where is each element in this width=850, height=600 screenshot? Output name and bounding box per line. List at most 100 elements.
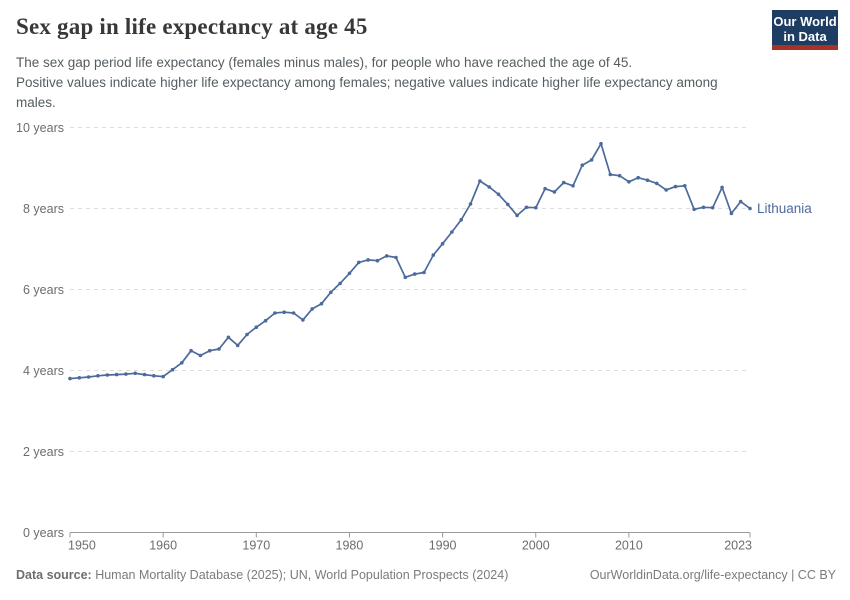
- data-point[interactable]: [347, 271, 352, 276]
- data-point[interactable]: [226, 335, 231, 340]
- x-tick-label: 2010: [615, 539, 643, 553]
- subtitle-line-1: The sex gap period life expectancy (fema…: [16, 55, 633, 70]
- data-point[interactable]: [673, 184, 678, 189]
- data-point[interactable]: [366, 258, 370, 262]
- data-point[interactable]: [645, 178, 650, 182]
- data-point[interactable]: [468, 202, 473, 206]
- data-point[interactable]: [207, 348, 212, 353]
- data-points: [68, 141, 752, 381]
- data-point[interactable]: [254, 325, 259, 329]
- data-point[interactable]: [506, 202, 510, 207]
- data-point[interactable]: [217, 347, 221, 351]
- data-point[interactable]: [431, 253, 436, 257]
- data-point[interactable]: [543, 186, 547, 191]
- data-point[interactable]: [701, 205, 706, 210]
- data-point[interactable]: [375, 258, 380, 263]
- data-point[interactable]: [329, 290, 333, 295]
- data-point[interactable]: [617, 173, 622, 178]
- data-point[interactable]: [515, 213, 519, 218]
- data-point[interactable]: [580, 163, 585, 167]
- data-point[interactable]: [235, 343, 240, 348]
- y-tick-label: 0 years: [23, 526, 64, 540]
- data-point[interactable]: [105, 373, 110, 377]
- subtitle-line-2: Positive values indicate higher life exp…: [16, 75, 718, 110]
- data-point[interactable]: [561, 180, 566, 185]
- x-tick-label: 1980: [336, 539, 364, 553]
- data-point[interactable]: [655, 181, 659, 186]
- x-tick-label: 1970: [242, 539, 270, 553]
- data-point[interactable]: [161, 374, 165, 379]
- data-point[interactable]: [96, 374, 100, 378]
- data-point[interactable]: [77, 376, 82, 380]
- data-point[interactable]: [412, 272, 417, 276]
- data-point[interactable]: [180, 361, 184, 365]
- data-point[interactable]: [357, 260, 361, 265]
- data-point[interactable]: [114, 372, 119, 377]
- data-point[interactable]: [170, 367, 175, 372]
- data-point[interactable]: [394, 255, 398, 260]
- data-point[interactable]: [748, 206, 752, 211]
- owid-logo: Our World in Data: [772, 10, 838, 50]
- data-source: Data source: Human Mortality Database (2…: [16, 568, 508, 582]
- data-point[interactable]: [124, 372, 128, 376]
- y-axis: 0 years 2 years 4 years 6 years 8 years 10 ye…: [16, 121, 750, 540]
- data-point[interactable]: [478, 179, 482, 183]
- chart-footer: Data source: Human Mortality Database (2…: [16, 568, 836, 582]
- data-point[interactable]: [282, 310, 287, 314]
- data-point[interactable]: [738, 199, 743, 204]
- y-tick-label: 6 years: [23, 283, 64, 297]
- data-point[interactable]: [636, 175, 640, 180]
- attribution-link[interactable]: OurWorldinData.org/life-expectancy | CC …: [589, 568, 836, 582]
- y-tick-label: 2 years: [23, 445, 64, 459]
- data-point[interactable]: [608, 172, 613, 177]
- data-point[interactable]: [571, 184, 575, 188]
- data-point[interactable]: [403, 275, 408, 280]
- y-tick-label: 10 years: [16, 121, 64, 135]
- x-tick-label: 1950: [68, 539, 96, 553]
- data-point[interactable]: [319, 301, 324, 306]
- data-source-value: Human Mortality Database (2025); UN, Wor…: [91, 568, 509, 582]
- data-point[interactable]: [384, 254, 389, 258]
- data-point[interactable]: [198, 353, 203, 358]
- data-point[interactable]: [422, 270, 426, 275]
- logo-line-2: in Data: [783, 29, 827, 44]
- data-source-label: Data source:: [16, 568, 92, 582]
- data-point[interactable]: [68, 376, 72, 381]
- x-tick-label: 2000: [522, 539, 550, 553]
- data-point[interactable]: [496, 192, 501, 197]
- data-point[interactable]: [627, 180, 631, 184]
- data-point[interactable]: [720, 185, 724, 190]
- data-point[interactable]: [729, 211, 734, 216]
- data-point[interactable]: [440, 241, 445, 246]
- data-point[interactable]: [301, 318, 305, 322]
- data-point[interactable]: [245, 332, 249, 337]
- data-point[interactable]: [263, 318, 268, 323]
- data-point[interactable]: [152, 374, 156, 378]
- data-point[interactable]: [589, 158, 594, 162]
- data-point[interactable]: [142, 372, 147, 377]
- x-tick-label: 1990: [429, 539, 457, 553]
- data-point[interactable]: [599, 141, 603, 146]
- data-point[interactable]: [683, 184, 687, 188]
- data-point[interactable]: [459, 218, 464, 222]
- data-point[interactable]: [291, 311, 296, 315]
- data-point[interactable]: [710, 205, 715, 210]
- data-point[interactable]: [338, 281, 342, 286]
- data-point[interactable]: [450, 230, 454, 234]
- x-tick-label: 2023: [724, 539, 752, 553]
- data-point[interactable]: [552, 190, 557, 194]
- logo-line-1: Our World: [773, 14, 837, 29]
- data-point[interactable]: [86, 375, 91, 379]
- data-point[interactable]: [310, 307, 315, 311]
- data-point[interactable]: [534, 205, 538, 210]
- entity-label[interactable]: Lithuania: [757, 201, 812, 216]
- data-point[interactable]: [692, 207, 696, 212]
- data-point[interactable]: [133, 371, 137, 376]
- data-point[interactable]: [273, 311, 277, 315]
- data-point[interactable]: [664, 188, 668, 192]
- data-point[interactable]: [487, 185, 492, 189]
- chart-canvas[interactable]: 0 years 2 years 4 years 6 years 8 years 10 ye…: [0, 115, 850, 565]
- data-point[interactable]: [524, 205, 529, 210]
- data-point[interactable]: [189, 348, 193, 353]
- chart-subtitle: The sex gap period life expectancy (fema…: [16, 53, 758, 113]
